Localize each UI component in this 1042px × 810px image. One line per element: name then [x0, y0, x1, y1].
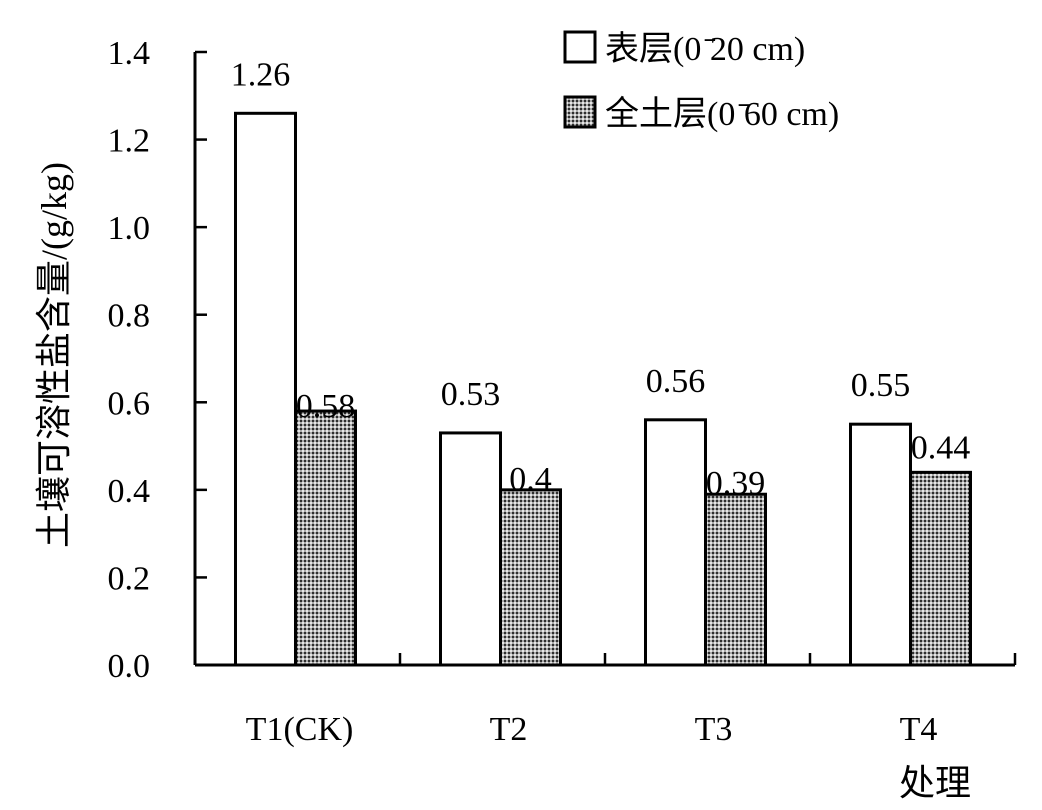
bar	[294, 409, 357, 667]
legend-swatch	[563, 95, 597, 129]
data-label: 0.53	[441, 376, 501, 413]
bar	[234, 111, 297, 667]
y-tick-label: 1.2	[108, 123, 151, 160]
bar	[909, 470, 972, 667]
y-tick-label: 0.4	[108, 473, 151, 510]
legend-swatch	[563, 30, 597, 64]
bar	[849, 422, 912, 667]
x-tick-label: T4	[900, 711, 938, 748]
data-label: 0.39	[706, 465, 766, 502]
plot-area: 1.26 0.58 0.53 0.4 0.56 0.39 0.550.44	[193, 52, 1015, 667]
y-tick-label: 0.8	[108, 298, 151, 335]
x-tick-label: T2	[490, 711, 528, 748]
x-tick-label: T3	[695, 711, 733, 748]
bar	[644, 418, 707, 667]
y-tick-label: 0.2	[108, 560, 151, 597]
y-tick-label: 0.6	[108, 385, 151, 422]
bar	[704, 492, 767, 667]
y-tick-label: 1.0	[108, 210, 151, 247]
legend-label: 全土层(0 ̄60 cm)	[605, 95, 839, 133]
x-tick-label: T1(CK)	[246, 711, 354, 748]
bar	[499, 488, 562, 667]
y-axis-ticks: 0.0 0.2 0.4 0.6 0.8 1.0 1.2 1.4	[108, 35, 207, 685]
bar	[439, 431, 502, 667]
y-tick-label: 0.0	[108, 648, 151, 685]
data-label: 0.55	[851, 367, 911, 404]
data-label: 0.4	[509, 461, 552, 498]
legend: 表层(0 ̄20 cm) 全土层(0 ̄60 cm)	[563, 30, 839, 133]
data-label: 0.56	[646, 363, 706, 400]
x-axis-ticks: T1(CK) T2 T3 T4	[246, 653, 1017, 748]
y-axis-label: 土壤可溶性盐含量/(g/kg)	[34, 162, 74, 548]
y-tick-label: 1.4	[108, 35, 151, 72]
data-label: 0.44	[911, 429, 971, 466]
data-label: 1.26	[231, 56, 291, 93]
legend-label: 表层(0 ̄20 cm)	[605, 30, 805, 68]
x-axis-label: 处理	[899, 763, 971, 803]
data-label: 0.58	[296, 388, 356, 425]
